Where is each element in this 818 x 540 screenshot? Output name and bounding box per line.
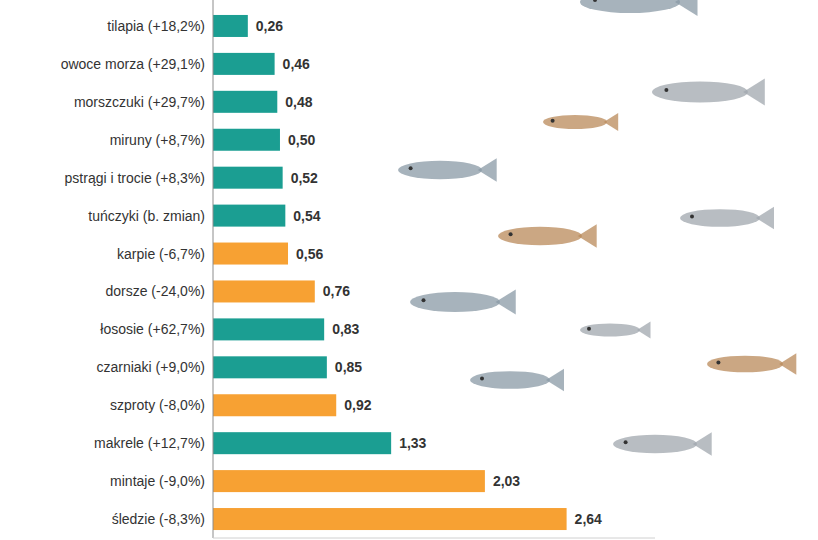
category-label: miruny (+8,7%): [110, 132, 205, 148]
bar: [213, 129, 280, 151]
data-label: 0,56: [296, 246, 323, 262]
data-label: 0,92: [344, 397, 371, 413]
chart: tilapia (+18,2%) 0,26 owoce morza (+29,1%)…: [0, 0, 818, 540]
data-label: 1,33: [399, 435, 426, 451]
bar: [213, 432, 391, 454]
category-label: pstrągi i trocie (+8,3%): [65, 170, 205, 186]
bar: [213, 356, 327, 378]
category-label: makrele (+12,7%): [94, 435, 205, 451]
bar: [213, 508, 567, 530]
fish-icon: [613, 432, 712, 456]
category-label: owoce morza (+29,1%): [61, 56, 205, 72]
fish-icon: [410, 289, 516, 314]
fish-icon: [580, 0, 698, 16]
bar: [213, 280, 315, 302]
bar: [213, 167, 283, 189]
fish-icon: [680, 207, 774, 229]
bar: [213, 91, 277, 113]
decoration: [398, 0, 796, 456]
bar: [213, 53, 275, 75]
data-label: 2,03: [493, 473, 520, 489]
category-label: tuńczyki (b. zmian): [88, 208, 205, 224]
data-label: 0,52: [291, 170, 318, 186]
bar: [213, 318, 324, 340]
data-label: 0,26: [256, 18, 283, 34]
bar: [213, 205, 285, 227]
fish-icon: [498, 224, 597, 248]
bar: [213, 394, 336, 416]
bar: [213, 15, 248, 37]
data-label: 0,54: [293, 208, 320, 224]
data-label: 0,48: [285, 94, 312, 110]
category-label: karpie (-6,7%): [117, 246, 205, 262]
bar: [213, 470, 485, 492]
data-label: 0,76: [323, 283, 350, 299]
y-axis: [213, 0, 214, 538]
bar: [213, 243, 288, 265]
category-label: śledzie (-8,3%): [112, 511, 205, 527]
category-label: morszczuki (+29,7%): [74, 94, 205, 110]
category-label: szproty (-8,0%): [110, 397, 205, 413]
x-axis: [213, 538, 655, 539]
labels: tilapia (+18,2%) 0,26 owoce morza (+29,1%)…: [61, 18, 602, 527]
data-label: 0,83: [332, 321, 359, 337]
data-label: 2,64: [575, 511, 602, 527]
data-label: 0,46: [283, 56, 310, 72]
fish-icon: [398, 158, 497, 182]
category-label: tilapia (+18,2%): [107, 18, 205, 34]
data-label: 0,85: [335, 359, 362, 375]
category-label: dorsze (-24,0%): [105, 283, 205, 299]
bars: [213, 15, 567, 530]
category-label: czarniaki (+9,0%): [96, 359, 205, 375]
category-label: mintaje (-9,0%): [110, 473, 205, 489]
fish-icon: [707, 353, 796, 374]
fish-icon: [580, 322, 651, 339]
data-label: 0,50: [288, 132, 315, 148]
fish-icon: [470, 369, 564, 391]
category-label: łososie (+62,7%): [100, 321, 205, 337]
fish-icon: [652, 79, 765, 106]
fish-icon: [543, 113, 618, 131]
